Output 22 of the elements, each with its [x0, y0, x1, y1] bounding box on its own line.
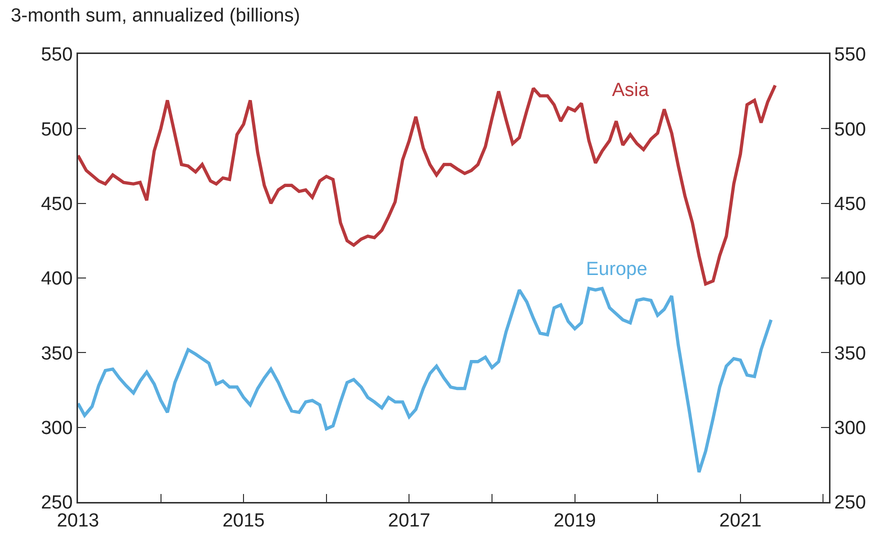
x-tick-label: 2015	[222, 510, 265, 532]
x-tick-label: 2017	[388, 510, 430, 532]
y-tick-label: 550	[40, 44, 73, 66]
y2-tick-label: 250	[834, 492, 866, 514]
y-tick-label: 350	[40, 343, 73, 364]
line-series	[78, 286, 773, 474]
series-label: Asia	[612, 80, 650, 101]
x-tick-label: 2021	[719, 510, 762, 532]
y2-tick-label: 500	[834, 119, 866, 140]
series-label: Europe	[586, 259, 648, 280]
y2-tick-label: 350	[834, 343, 866, 364]
y2-tick-label: 450	[834, 194, 866, 215]
line-series	[78, 84, 777, 286]
chart-title: 3-month sum, annualized (billions)	[10, 5, 300, 26]
y2-tick-label: 550	[834, 44, 866, 66]
y-tick-label: 500	[40, 119, 73, 140]
y-tick-label: 450	[40, 194, 73, 215]
y-tick-label: 400	[40, 268, 73, 290]
x-tick-label: 2019	[554, 510, 596, 532]
y2-tick-label: 400	[834, 268, 866, 290]
y-tick-label: 300	[40, 418, 73, 439]
y2-tick-label: 300	[834, 418, 866, 439]
